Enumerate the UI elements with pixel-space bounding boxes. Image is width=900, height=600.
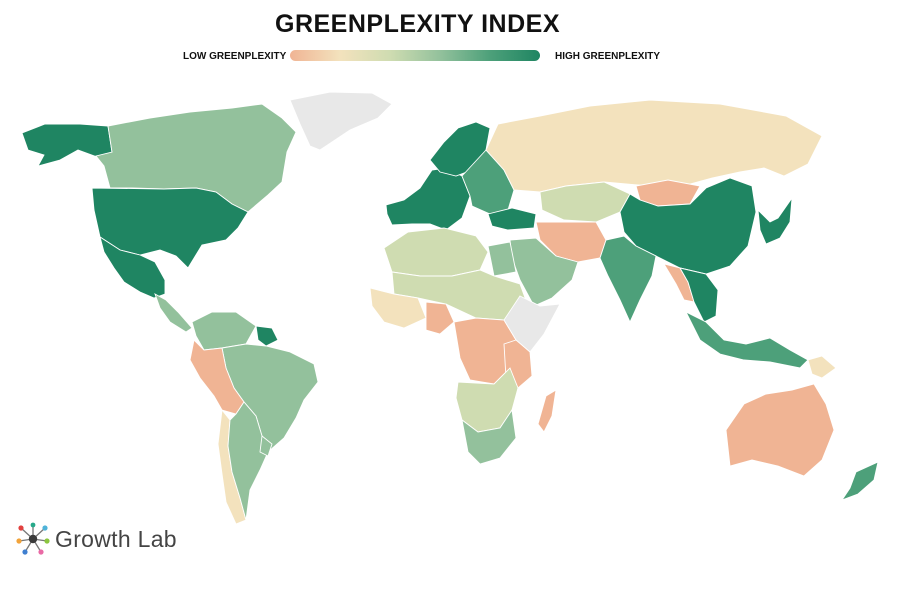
legend-low-label: LOW GREENPLEXITY (183, 51, 287, 62)
region-north-africa (383, 227, 489, 277)
region-uruguay (259, 435, 273, 457)
legend: LOW GREENPLEXITY HIGH GREENPLEXITY (0, 49, 900, 65)
legend-gradient-bar (290, 50, 540, 61)
region-arabia (509, 237, 579, 307)
map-title: GREENPLEXITY INDEX (275, 10, 560, 38)
region-south-africa (461, 408, 517, 465)
region-turkey (487, 207, 537, 231)
region-guyana-suriname (255, 325, 279, 347)
region-australia (725, 383, 835, 477)
logo-text: Growth Lab (55, 525, 177, 552)
region-papua-new-guinea (807, 355, 837, 379)
region-central-america (154, 293, 193, 333)
growth-lab-logo: Growth Lab (16, 522, 177, 556)
region-egypt (487, 241, 517, 277)
region-new-zealand (840, 461, 879, 501)
region-west-africa (369, 287, 427, 329)
region-alaska (21, 123, 113, 167)
region-madagascar (537, 389, 557, 433)
region-horn-of-africa (503, 295, 561, 353)
region-argentina (227, 401, 269, 521)
region-western-europe (385, 167, 471, 231)
network-logo-icon (16, 522, 50, 555)
region-russia (485, 99, 823, 193)
region-korea-japan (757, 196, 793, 245)
region-nigeria (425, 301, 455, 335)
region-india (599, 235, 657, 324)
region-greenland (289, 91, 393, 151)
legend-high-label: HIGH GREENPLEXITY (555, 51, 661, 62)
region-thailand-vietnam (679, 267, 719, 323)
